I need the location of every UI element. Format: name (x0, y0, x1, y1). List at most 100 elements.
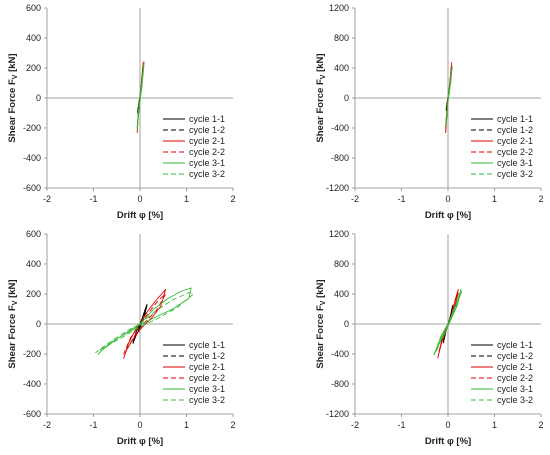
x-tick-label: -2 (351, 194, 359, 204)
x-axis-title: Drift φ [%] (425, 210, 471, 221)
series-line-cycle-3-2 (136, 66, 145, 127)
y-axis-title-unit: [kN] (7, 279, 18, 300)
legend-label: cycle 2-1 (189, 362, 225, 372)
y-tick-label: -400 (23, 379, 41, 389)
x-tick-label: 1 (184, 420, 189, 430)
legend-label: cycle 3-2 (497, 395, 533, 405)
y-tick-label: -400 (331, 123, 349, 133)
y-axis-title-main: Shear Force F (7, 79, 18, 143)
x-tick-label: -1 (89, 420, 97, 430)
y-axis-title-main: Shear Force F (7, 305, 18, 369)
series-line-cycle-3-1 (97, 287, 192, 355)
x-tick-label: 0 (137, 194, 142, 204)
y-tick-label: -600 (23, 183, 41, 193)
legend-label: cycle 1-1 (497, 340, 533, 350)
series-line-cycle-1-2 (132, 305, 148, 343)
y-axis-title-main: Shear Force F (315, 305, 326, 369)
x-tick-label: -1 (397, 194, 405, 204)
series-line-cycle-3-2 (95, 292, 194, 353)
y-tick-label: 0 (36, 93, 41, 103)
series-line-cycle-3-2 (445, 69, 453, 124)
y-tick-label: 800 (334, 33, 349, 43)
y-axis-title-unit: [kN] (7, 53, 18, 74)
legend-label: cycle 3-1 (497, 384, 533, 394)
y-tick-label: -1200 (326, 409, 349, 419)
legend-label: cycle 1-2 (497, 351, 533, 361)
legend-label: cycle 2-1 (189, 136, 225, 146)
legend-label: cycle 1-1 (189, 340, 225, 350)
legend-label: cycle 1-1 (189, 114, 225, 124)
y-tick-label: 200 (26, 289, 41, 299)
x-tick-label: -2 (351, 420, 359, 430)
y-tick-label: 800 (334, 259, 349, 269)
x-tick-label: 0 (445, 420, 450, 430)
y-tick-label: -600 (23, 409, 41, 419)
y-tick-label: 400 (334, 289, 349, 299)
y-tick-label: 200 (26, 63, 41, 73)
y-tick-label: 1200 (329, 229, 349, 239)
legend-label: cycle 3-1 (189, 158, 225, 168)
x-tick-label: 2 (538, 194, 543, 204)
y-tick-label: -200 (23, 123, 41, 133)
y-tick-label: 1200 (329, 3, 349, 13)
y-axis-title: Shear Force FV [kN] (7, 53, 19, 142)
legend-label: cycle 1-1 (497, 114, 533, 124)
x-tick-label: 1 (492, 194, 497, 204)
y-axis-title-subscript: V (12, 300, 19, 305)
y-axis-title-subscript: V (320, 74, 327, 79)
y-axis-title: Shear Force FV [kN] (7, 279, 19, 368)
legend-label: cycle 3-1 (497, 158, 533, 168)
x-tick-label: 1 (492, 420, 497, 430)
y-tick-label: -200 (23, 349, 41, 359)
x-tick-label: -2 (43, 420, 51, 430)
y-tick-label: 0 (344, 93, 349, 103)
x-tick-label: 0 (137, 420, 142, 430)
x-tick-label: 0 (445, 194, 450, 204)
series-line-cycle-3-2 (435, 290, 463, 352)
y-axis-title: Shear Force FV [kN] (315, 279, 327, 368)
x-axis-title: Drift φ [%] (117, 436, 163, 447)
y-axis-title-subscript: V (320, 300, 327, 305)
y-tick-label: 400 (334, 63, 349, 73)
y-tick-label: 600 (26, 3, 41, 13)
y-axis-title-subscript: V (12, 74, 19, 79)
y-tick-label: 400 (26, 259, 41, 269)
x-tick-label: -1 (397, 420, 405, 430)
y-tick-label: 0 (344, 319, 349, 329)
legend-label: cycle 2-2 (497, 373, 533, 383)
legend-label: cycle 3-2 (189, 395, 225, 405)
legend-label: cycle 3-1 (189, 384, 225, 394)
legend-label: cycle 1-2 (497, 125, 533, 135)
x-tick-label: -2 (43, 194, 51, 204)
x-axis-title: Drift φ [%] (117, 210, 163, 221)
y-axis-title-unit: [kN] (315, 53, 326, 74)
legend-label: cycle 2-2 (189, 147, 225, 157)
x-axis-title: Drift φ [%] (425, 436, 471, 447)
x-tick-label: 2 (230, 194, 235, 204)
x-tick-label: 2 (230, 420, 235, 430)
legend-label: cycle 3-2 (189, 169, 225, 179)
y-axis-title-unit: [kN] (315, 279, 326, 300)
legend-label: cycle 1-2 (189, 351, 225, 361)
y-tick-label: 600 (26, 229, 41, 239)
legend-label: cycle 2-1 (497, 362, 533, 372)
y-axis-title-main: Shear Force F (315, 79, 326, 143)
y-axis-title: Shear Force FV [kN] (315, 53, 327, 142)
chart-panel-2: 1200 800 400 0 -400 -800 -1200-2 -1 0 1 2 cycle 1-1… (315, 3, 544, 221)
y-tick-label: 400 (26, 33, 41, 43)
legend-label: cycle 2-1 (497, 136, 533, 146)
chart-panel-4: 1200 800 400 0 -400 -800 -1200-2 -1 0 1 2 cycle 1-1… (315, 229, 544, 447)
x-tick-label: 2 (538, 420, 543, 430)
legend-label: cycle 2-2 (497, 147, 533, 157)
legend-label: cycle 1-2 (189, 125, 225, 135)
y-tick-label: -400 (23, 153, 41, 163)
y-tick-label: 0 (36, 319, 41, 329)
x-tick-label: 1 (184, 194, 189, 204)
y-tick-label: -800 (331, 379, 349, 389)
legend-label: cycle 2-2 (189, 373, 225, 383)
y-tick-label: -800 (331, 153, 349, 163)
